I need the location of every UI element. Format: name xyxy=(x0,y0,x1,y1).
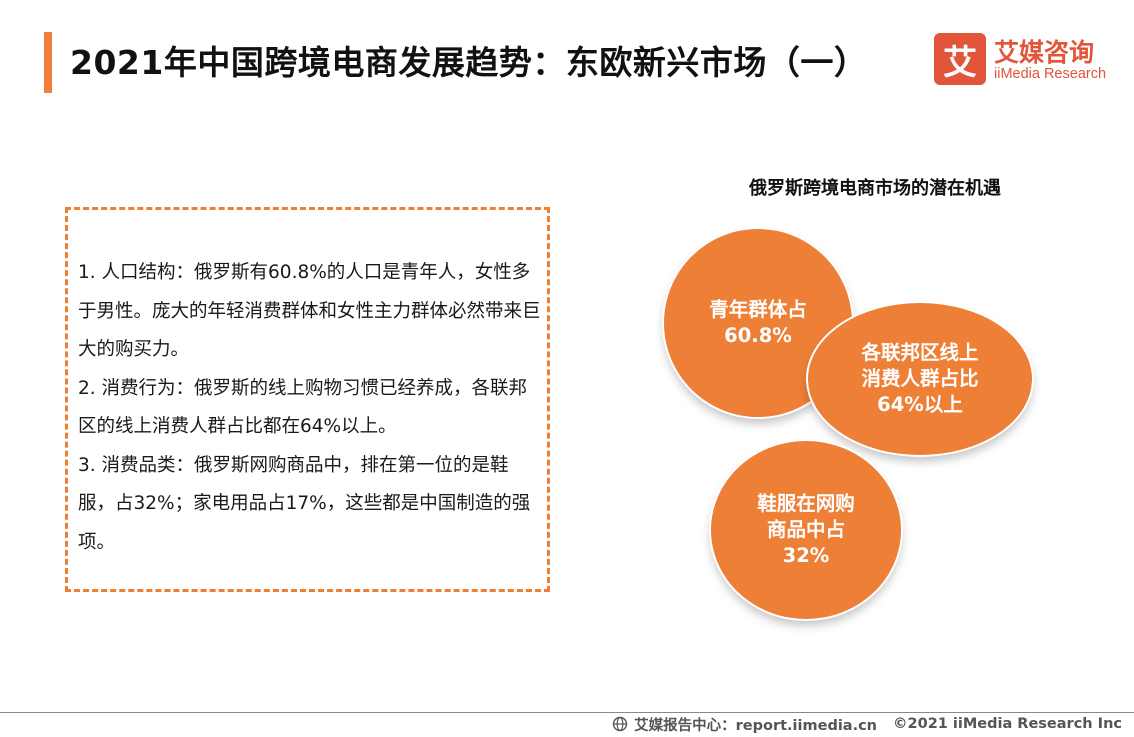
circle-line: 64%以上 xyxy=(877,393,963,416)
logo-mark-icon: 艾 xyxy=(934,33,986,85)
circle-online-shoppers-share: 各联邦区线上 消费人群占比 64%以上 xyxy=(808,303,1032,455)
footer-source: 艾媒报告中心：report.iimedia.cn xyxy=(634,717,878,734)
circle-line: 32% xyxy=(782,544,830,567)
logo-name-cn: 艾媒咨询 xyxy=(994,38,1095,67)
page-title: 2021年中国跨境电商发展趋势：东欧新兴市场（一） xyxy=(70,43,868,82)
key-point-population: 1. 人口结构：俄罗斯有60.8%的人口是青年人，女性多于男性。庞大的年轻消费群… xyxy=(78,262,541,360)
circle-apparel-share: 鞋服在网购 商品中占 32% xyxy=(711,441,901,619)
key-point-behavior: 2. 消费行为：俄罗斯的线上购物习惯已经养成，各联邦区的线上消费人群占比都在64… xyxy=(78,377,528,438)
footer: 艾媒报告中心：report.iimedia.cn ©2021 iiMedia R… xyxy=(612,713,1122,735)
diagram-title: 俄罗斯跨境电商市场的潜在机遇 xyxy=(749,178,1001,199)
key-point-category: 3. 消费品类：俄罗斯网购商品中，排在第一位的是鞋服，占32%；家电用品占17%… xyxy=(78,454,531,553)
circle-youth-share: 青年群体占 60.8% xyxy=(664,229,852,417)
key-points-list: 1. 人口结构：俄罗斯有60.8%的人口是青年人，女性多于男性。庞大的年轻消费群… xyxy=(78,254,541,562)
circle-line: 60.8% xyxy=(724,324,792,347)
key-points-box: 1. 人口结构：俄罗斯有60.8%的人口是青年人，女性多于男性。庞大的年轻消费群… xyxy=(65,207,550,592)
title-accent-bar xyxy=(44,32,52,93)
circle-line: 青年群体占 xyxy=(709,298,807,321)
footer-copyright: ©2021 iiMedia Research Inc xyxy=(893,716,1122,732)
circle-line: 商品中占 xyxy=(766,518,845,541)
globe-icon xyxy=(612,716,628,732)
logo-name-en: iiMedia Research xyxy=(994,66,1107,82)
circle-line: 各联邦区线上 xyxy=(861,341,979,364)
brand-logo: 艾 艾媒咨询 iiMedia Research xyxy=(934,33,1114,85)
circle-line: 鞋服在网购 xyxy=(757,492,855,515)
footer-divider xyxy=(0,712,1134,713)
circle-line: 消费人群占比 xyxy=(861,367,979,390)
